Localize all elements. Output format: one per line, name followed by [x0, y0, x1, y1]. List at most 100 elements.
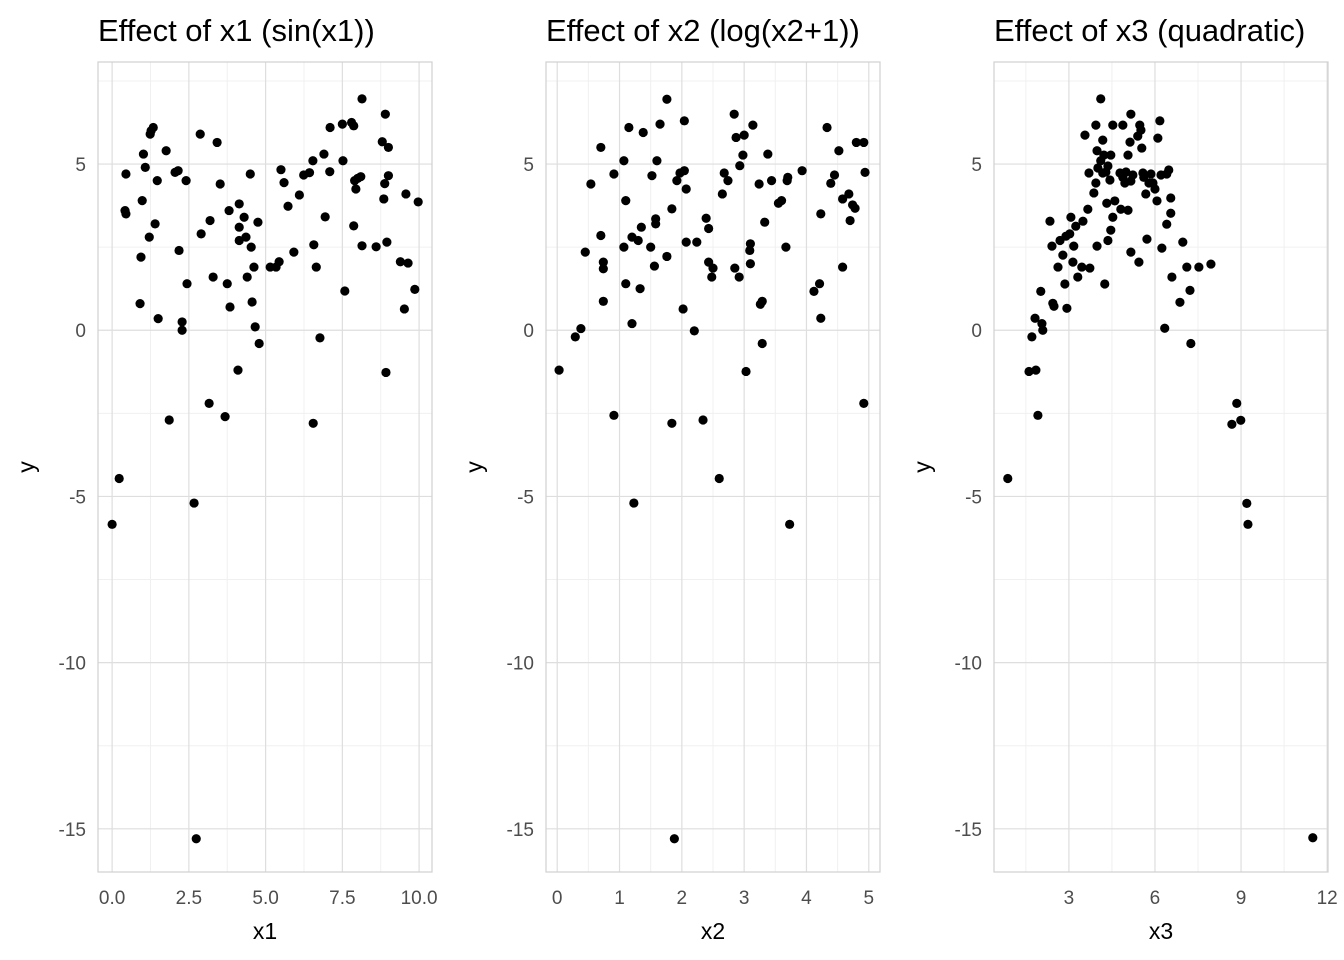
data-point [349, 121, 359, 131]
data-point [586, 179, 596, 189]
x-tick-label: 12 [1317, 888, 1338, 909]
data-point [395, 257, 405, 267]
data-point [135, 299, 145, 309]
data-point [822, 122, 832, 133]
data-point [174, 245, 184, 256]
y-tick-label: -15 [955, 820, 982, 841]
data-point [1118, 120, 1128, 130]
data-point [195, 129, 205, 139]
y-tick-label: -10 [955, 654, 982, 675]
data-point [234, 222, 244, 232]
y-tick-label: 5 [971, 155, 982, 176]
data-point [1155, 116, 1165, 126]
data-point [208, 272, 218, 282]
data-point [1060, 279, 1070, 289]
data-point [144, 232, 154, 242]
data-point [834, 146, 844, 156]
data-point [763, 149, 773, 159]
y-tick-label: -15 [507, 820, 534, 841]
data-point [247, 297, 257, 307]
panel-1: 0.0 2.5 5.0 7.5 10.0 5 0 -5 -10 -15 x1 y Effect of x… [13, 13, 438, 944]
x-tick-label: 2 [677, 888, 688, 909]
data-point [1123, 205, 1133, 215]
data-point [596, 142, 606, 153]
data-point [177, 325, 187, 335]
panel-2: 0 1 2 3 4 5 5 0 -5 -10 -15 x2 y Effect of x2 (log(x2+… [461, 13, 881, 944]
data-point [204, 398, 214, 408]
data-point [667, 204, 677, 214]
data-point [679, 116, 689, 126]
panel-title: Effect of x2 (log(x2+1)) [546, 13, 860, 48]
data-point [652, 156, 662, 166]
data-point [356, 172, 366, 182]
data-point [1102, 198, 1112, 208]
panel-3: 3 6 9 12 5 0 -5 -10 -15 x3 y Effect of x3 (quadrati… [909, 13, 1338, 944]
y-tick-label: -5 [69, 487, 86, 508]
data-point [730, 263, 740, 273]
data-point [738, 150, 748, 160]
data-point [621, 196, 631, 206]
data-point [250, 322, 260, 332]
panel-border [993, 61, 1329, 873]
data-point [838, 262, 848, 272]
data-point [735, 161, 745, 171]
data-point [621, 279, 631, 289]
x-tick-label: 0 [552, 888, 563, 909]
data-point [859, 398, 869, 408]
data-point [760, 217, 770, 227]
data-point [629, 498, 639, 508]
data-point [1166, 208, 1176, 218]
data-point [619, 156, 629, 166]
data-point [212, 137, 222, 148]
data-point [191, 834, 201, 844]
data-point [1103, 161, 1113, 171]
data-point [225, 302, 235, 312]
data-point [311, 262, 321, 272]
data-point [1038, 325, 1048, 335]
data-point [401, 189, 411, 199]
data-point [766, 176, 777, 186]
data-point [1106, 225, 1116, 235]
data-point [1108, 120, 1118, 130]
data-point [809, 286, 819, 296]
data-point [181, 176, 191, 186]
data-point [1108, 212, 1118, 222]
data-point [177, 317, 187, 327]
data-point [1036, 286, 1046, 296]
data-point [627, 318, 637, 329]
data-point [624, 122, 634, 133]
data-point [304, 168, 315, 178]
x-tick-label: 10.0 [401, 888, 438, 909]
data-point [254, 338, 264, 349]
data-point [357, 241, 367, 251]
data-point [161, 146, 171, 156]
data-point [233, 365, 243, 375]
data-point [785, 519, 795, 529]
y-axis-label: y [13, 461, 39, 473]
data-point [276, 165, 286, 175]
data-point [719, 168, 729, 178]
data-point [315, 333, 325, 343]
data-point [383, 171, 394, 181]
data-point [189, 498, 199, 508]
data-point [1242, 498, 1252, 508]
data-point [1308, 833, 1318, 843]
data-point [1232, 398, 1242, 408]
data-point [1128, 170, 1138, 180]
x-axis-label: x3 [1149, 918, 1173, 944]
data-point [754, 179, 764, 189]
data-point [662, 251, 672, 262]
data-point [596, 230, 606, 241]
data-point [357, 94, 367, 104]
y-axis-label: y [909, 461, 935, 473]
x-tick-label: 6 [1150, 888, 1161, 909]
data-point [1137, 143, 1147, 153]
data-point [215, 179, 225, 189]
data-point [576, 323, 586, 334]
x-axis-label: x1 [253, 918, 277, 944]
y-tick-label: 5 [523, 155, 534, 176]
data-point [325, 167, 335, 177]
data-point [121, 169, 131, 179]
data-point [757, 296, 767, 306]
